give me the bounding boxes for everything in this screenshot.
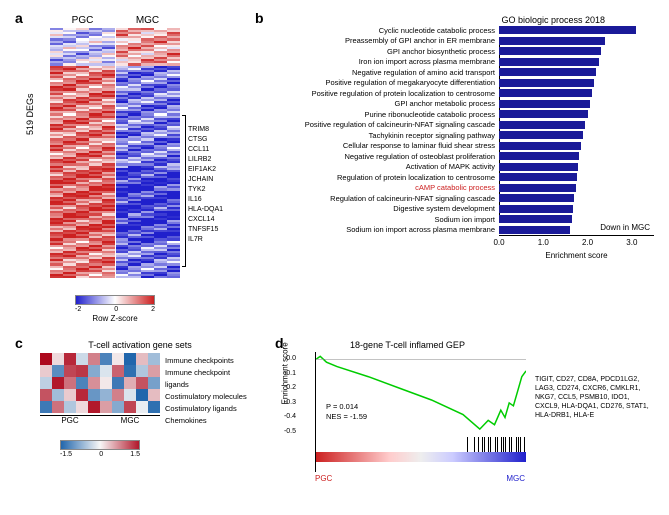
d-xlabels: PGC MGC: [315, 474, 525, 483]
c-group-pgc: PGC: [40, 415, 100, 425]
colorbar-a: -2 0 2 Row Z-score: [75, 295, 155, 323]
cb-c-max: 1.5: [130, 451, 140, 458]
colorbar-a-ticks: -2 0 2: [75, 306, 155, 313]
panel-d-title: 18-gene T-cell inflamed GEP: [290, 340, 525, 350]
cb-c-mid: 0: [99, 451, 103, 458]
panel-b-title: GO biologic process 2018: [265, 15, 655, 25]
group-mgc: MGC: [115, 15, 180, 26]
gsea-plot: 0.0-0.1-0.2-0.3-0.4-0.5 P = 0.014 NES = …: [315, 352, 526, 472]
heatmap-a-header: PGC MGC: [50, 15, 180, 26]
c-group-mgc: MGC: [100, 415, 160, 425]
panel-c-label: c: [15, 335, 23, 351]
d-x-mgc: MGC: [506, 474, 525, 483]
p-value: P = 0.014: [326, 402, 367, 412]
panel-c: T-cell activation gene sets Immune check…: [30, 340, 250, 458]
b-note: Down in MGC: [600, 223, 650, 232]
figure-container: a PGC MGC 519 DEGs TRIM8CTSGCCL11LILRB2E…: [10, 10, 659, 505]
gradient-c: [60, 440, 140, 450]
b-xlabel: Enrichment score: [499, 251, 654, 260]
panel-a-ylabel: 519 DEGs: [25, 93, 35, 135]
b-x-axis: 0.01.02.03.0: [499, 235, 654, 251]
panel-c-title: T-cell activation gene sets: [30, 340, 250, 350]
cb-a-label: Row Z-score: [75, 314, 155, 323]
bars-container: Cyclic nucleotide catabolic processPreas…: [265, 25, 655, 235]
cb-c-min: -1.5: [60, 451, 72, 458]
panel-a-label: a: [15, 10, 23, 26]
group-pgc: PGC: [50, 15, 115, 26]
c-col-groups: PGC MGC: [40, 415, 160, 425]
cb-a-max: 2: [151, 306, 155, 313]
gsea-gradient: [316, 452, 526, 462]
colorbar-c: -1.5 0 1.5: [60, 440, 140, 458]
heatmap-a-body: [50, 28, 180, 278]
gene-bracket: [182, 115, 186, 267]
gsea-hit-ticks: [316, 437, 526, 452]
d-x-pgc: PGC: [315, 474, 332, 483]
panel-b: GO biologic process 2018 Cyclic nucleoti…: [265, 15, 655, 260]
panel-a: PGC MGC 519 DEGs TRIM8CTSGCCL11LILRB2EIF…: [30, 15, 240, 278]
panel-d: 18-gene T-cell inflamed GEP Enrichment s…: [290, 340, 655, 483]
cb-a-mid: 0: [114, 306, 118, 313]
gene-labels-list: TRIM8CTSGCCL11LILRB2EIF1AK2JCHAINTYK2IL1…: [188, 125, 223, 245]
c-row-labels: Immune checkpointsImmune checkpoint liga…: [165, 355, 250, 427]
nes-value: NES = -1.59: [326, 412, 367, 422]
cb-a-min: -2: [75, 306, 81, 313]
gradient-a: [75, 295, 155, 305]
gsea-stats: P = 0.014 NES = -1.59: [326, 402, 367, 422]
gene-list-text: TIGIT, CD27, CD8A, PDCD1LG2, LAG3, CD274…: [535, 375, 655, 420]
panel-b-label: b: [255, 10, 264, 26]
colorbar-c-ticks: -1.5 0 1.5: [60, 451, 140, 458]
